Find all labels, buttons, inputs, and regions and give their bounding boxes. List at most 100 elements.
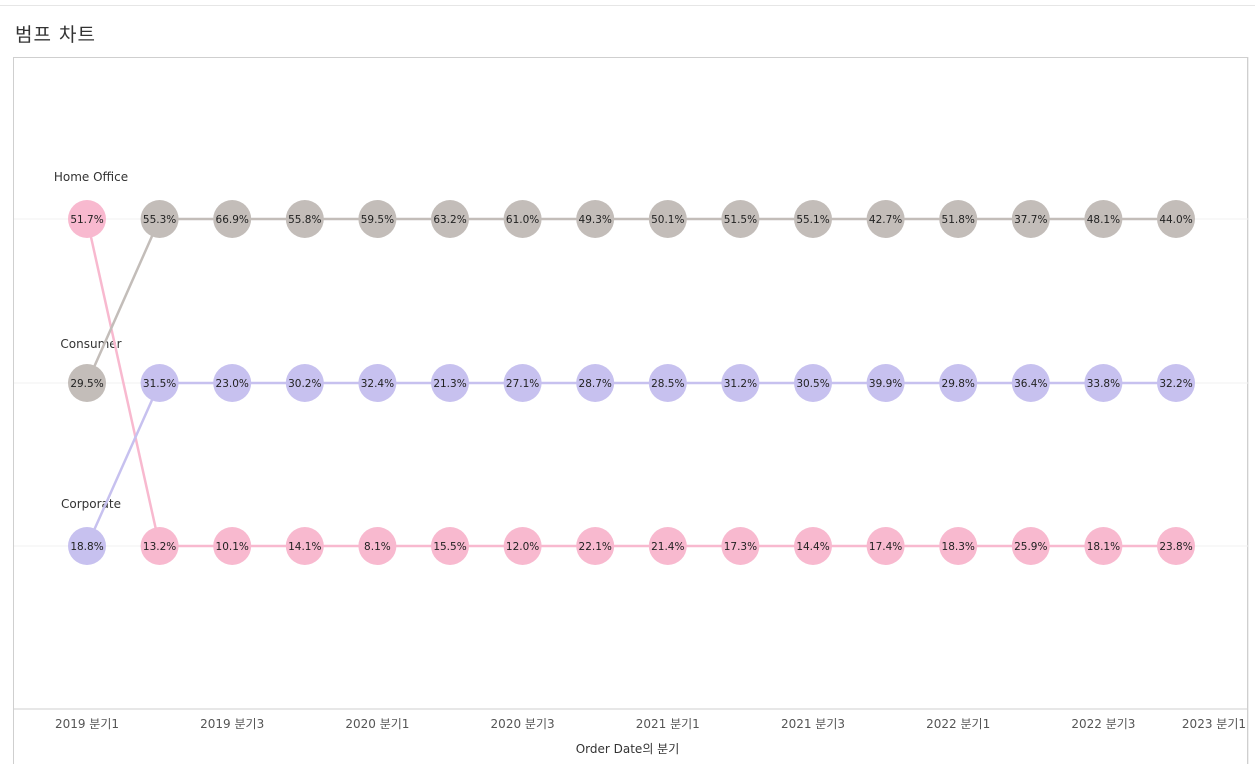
data-label: 31.5% — [143, 378, 176, 390]
series-line — [85, 381, 1176, 547]
data-label: 8.1% — [364, 541, 391, 553]
data-label: 42.7% — [869, 214, 902, 226]
data-label: 18.1% — [1087, 541, 1120, 553]
data-label: 32.4% — [361, 378, 394, 390]
data-point — [68, 200, 106, 238]
data-point — [576, 364, 615, 402]
data-point — [358, 364, 397, 402]
data-label: 44.0% — [1159, 214, 1192, 226]
data-label: 12.0% — [506, 541, 539, 553]
data-point — [794, 364, 832, 402]
data-label: 18.3% — [942, 541, 975, 553]
data-label: 48.1% — [1087, 214, 1120, 226]
data-label: 37.7% — [1014, 214, 1047, 226]
data-label: 28.5% — [651, 378, 684, 390]
data-label: 51.8% — [942, 214, 975, 226]
data-label: 63.2% — [433, 214, 466, 226]
data-point — [939, 527, 978, 565]
data-point — [213, 364, 252, 402]
data-point — [1157, 200, 1195, 238]
data-point — [1157, 527, 1195, 565]
data-point — [68, 364, 106, 402]
data-label: 49.3% — [579, 214, 612, 226]
data-point — [721, 200, 760, 238]
data-label: 17.3% — [724, 541, 757, 553]
x-tick-label: 2021 분기1 — [636, 717, 700, 731]
data-point — [576, 527, 615, 565]
data-label: 28.7% — [579, 378, 612, 390]
data-label: 14.4% — [796, 541, 829, 553]
data-label: 23.8% — [1159, 541, 1192, 553]
data-point — [721, 364, 760, 402]
data-label: 31.2% — [724, 378, 757, 390]
data-label: 30.2% — [288, 378, 321, 390]
data-label: 36.4% — [1014, 378, 1047, 390]
data-label: 61.0% — [506, 214, 539, 226]
data-point — [866, 527, 905, 565]
data-label: 55.1% — [796, 214, 829, 226]
data-point — [68, 527, 106, 565]
x-tick-label: 2022 분기1 — [926, 717, 990, 731]
scrollbar-track — [1248, 57, 1249, 764]
plot-frame — [13, 57, 1248, 764]
data-point — [358, 200, 397, 238]
data-label: 27.1% — [506, 378, 539, 390]
series-line — [85, 217, 1176, 384]
x-tick-label: 2021 분기3 — [781, 717, 845, 731]
data-point — [431, 200, 469, 238]
data-point — [285, 200, 324, 238]
rank-label: Corporate — [61, 497, 121, 511]
x-tick-label: 2023 분기1 — [1182, 717, 1246, 731]
x-tick-label: 2019 분기3 — [200, 717, 264, 731]
data-point — [140, 527, 179, 565]
data-point — [648, 364, 687, 402]
data-label: 17.4% — [869, 541, 902, 553]
data-point — [213, 200, 252, 238]
data-label: 10.1% — [216, 541, 249, 553]
data-point — [358, 527, 397, 565]
data-label: 29.5% — [70, 378, 103, 390]
series-line — [85, 218, 1176, 548]
data-point — [794, 527, 832, 565]
data-label: 25.9% — [1014, 541, 1047, 553]
data-label: 21.4% — [651, 541, 684, 553]
data-point — [431, 527, 469, 565]
data-point — [866, 364, 905, 402]
rank-label: Home Office — [54, 170, 128, 184]
data-label: 23.0% — [216, 378, 249, 390]
data-point — [1157, 364, 1195, 402]
data-label: 39.9% — [869, 378, 902, 390]
data-label: 30.5% — [796, 378, 829, 390]
x-axis-title: Order Date의 분기 — [575, 742, 680, 756]
data-label: 21.3% — [433, 378, 466, 390]
data-label: 15.5% — [433, 541, 466, 553]
data-point — [140, 200, 179, 238]
data-point — [285, 527, 324, 565]
x-tick-label: 2019 분기1 — [55, 717, 119, 731]
top-divider — [0, 5, 1255, 6]
data-label: 55.3% — [143, 214, 176, 226]
data-point — [503, 200, 542, 238]
data-label: 51.5% — [724, 214, 757, 226]
x-tick-label: 2022 분기3 — [1071, 717, 1135, 731]
data-point — [576, 200, 615, 238]
data-point — [431, 364, 469, 402]
data-point — [1011, 527, 1050, 565]
data-point — [213, 527, 252, 565]
data-point — [721, 527, 760, 565]
data-label: 51.7% — [70, 214, 103, 226]
data-label: 55.8% — [288, 214, 321, 226]
data-point — [939, 200, 978, 238]
page-title: 범프 차트 — [15, 24, 96, 46]
data-point — [794, 200, 832, 238]
data-point — [1084, 364, 1123, 402]
data-point — [939, 364, 978, 402]
data-label: 14.1% — [288, 541, 321, 553]
x-tick-label: 2020 분기1 — [345, 717, 409, 731]
data-point — [648, 527, 687, 565]
data-label: 18.8% — [70, 541, 103, 553]
data-label: 33.8% — [1087, 378, 1120, 390]
data-label: 59.5% — [361, 214, 394, 226]
data-point — [140, 364, 179, 402]
data-label: 32.2% — [1159, 378, 1192, 390]
